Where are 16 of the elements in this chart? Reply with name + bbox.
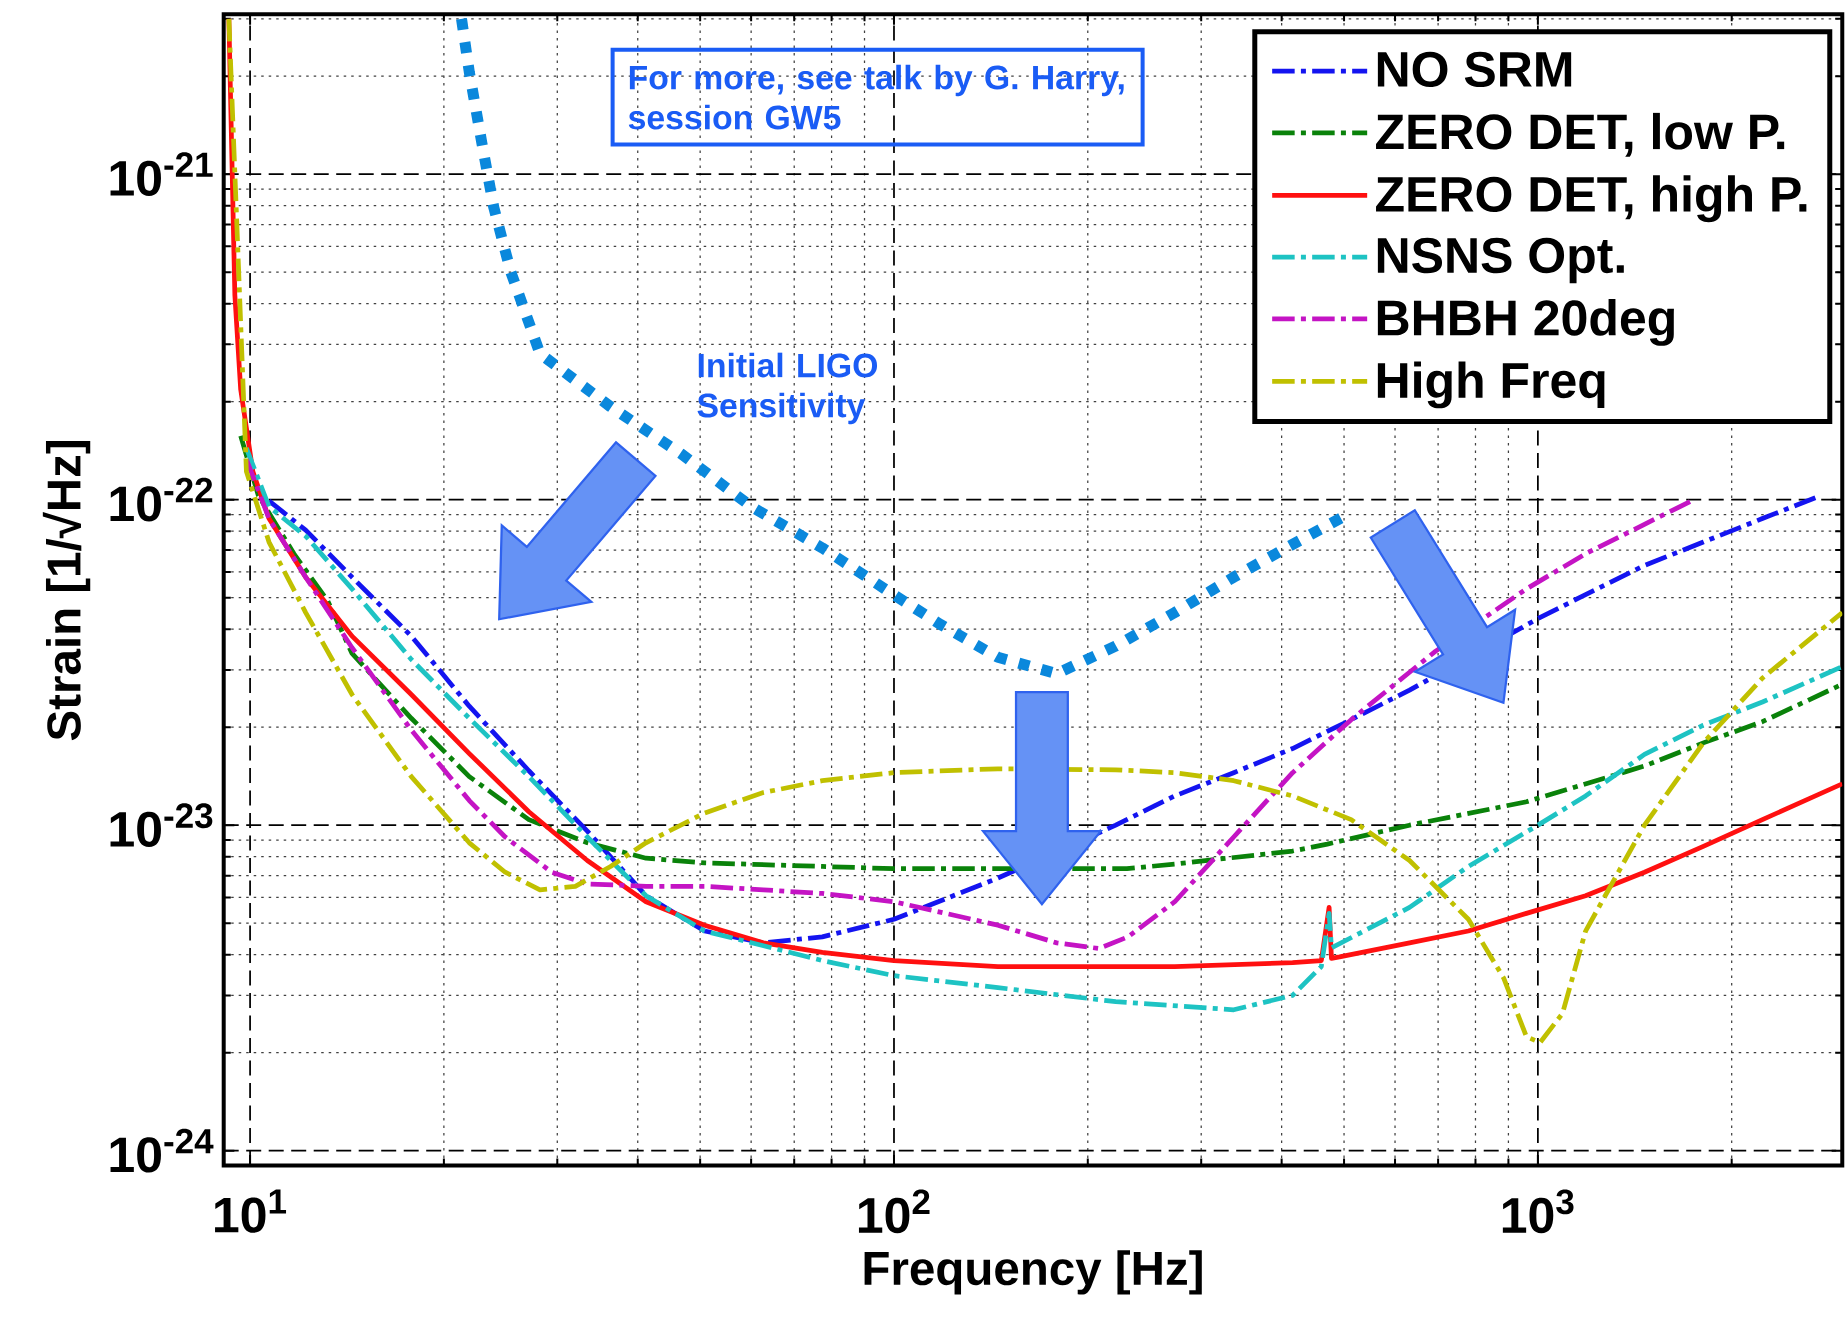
legend-label: ZERO DET, high P. bbox=[1376, 175, 1807, 223]
legend-label: High Freq bbox=[1377, 361, 1605, 409]
y-tick-label: 10$^{-24}$ bbox=[110, 1128, 214, 1173]
y-tick-label: 10$^{-23}$ bbox=[110, 803, 213, 848]
x-axis-title: Frequency [Hz] bbox=[864, 1250, 1202, 1295]
x-tick-label: 10$^{3}$ bbox=[1502, 1189, 1574, 1234]
legend-label: ZERO DET, low P. bbox=[1376, 112, 1785, 157]
annotation: Initial LIGO Sensitivity bbox=[697, 352, 878, 425]
y-axis-title: Strain [1/√Hz] bbox=[42, 441, 91, 741]
y-tick-label: 10$^{-21}$ bbox=[110, 152, 213, 196]
x-tick-label: 10$^{1}$ bbox=[215, 1189, 287, 1233]
legend-label: BHBH 20deg bbox=[1377, 298, 1674, 346]
legend-label: NSNS Opt. bbox=[1377, 237, 1624, 284]
legend-label: NO SRM bbox=[1377, 51, 1572, 88]
x-tick-label: 10$^{2}$ bbox=[858, 1189, 930, 1234]
y-tick-label: 10$^{-22}$ bbox=[110, 477, 213, 522]
